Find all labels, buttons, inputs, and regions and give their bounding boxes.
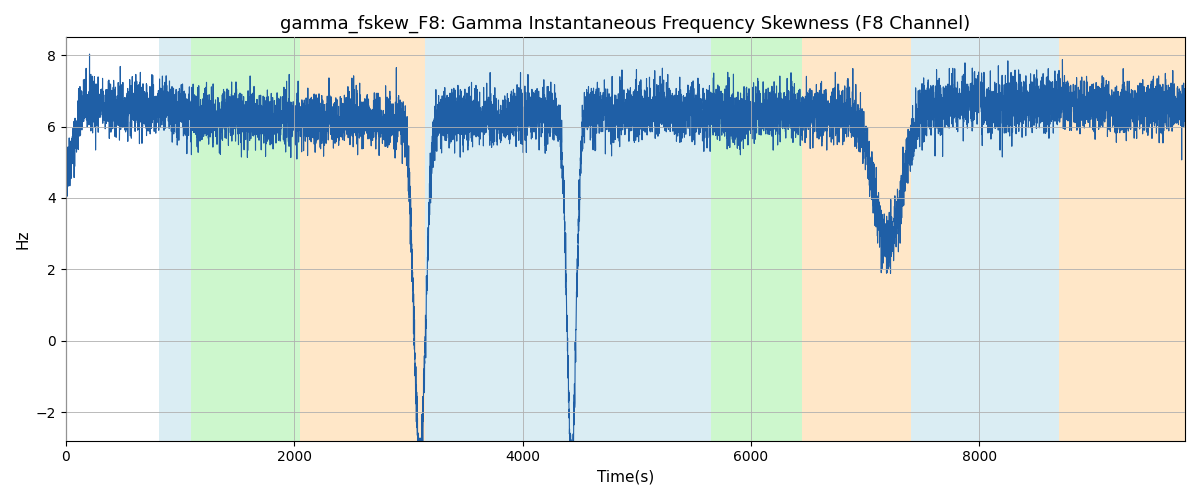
- Bar: [1060, 38, 1186, 440]
- Bar: [300, 38, 426, 440]
- Bar: [911, 38, 1060, 440]
- Bar: [710, 38, 803, 440]
- Bar: [803, 38, 911, 440]
- Y-axis label: Hz: Hz: [16, 230, 30, 249]
- Bar: [426, 38, 710, 440]
- X-axis label: Time(s): Time(s): [596, 470, 654, 485]
- Title: gamma_fskew_F8: Gamma Instantaneous Frequency Skewness (F8 Channel): gamma_fskew_F8: Gamma Instantaneous Freq…: [281, 15, 971, 34]
- Bar: [160, 38, 191, 440]
- Bar: [191, 38, 300, 440]
